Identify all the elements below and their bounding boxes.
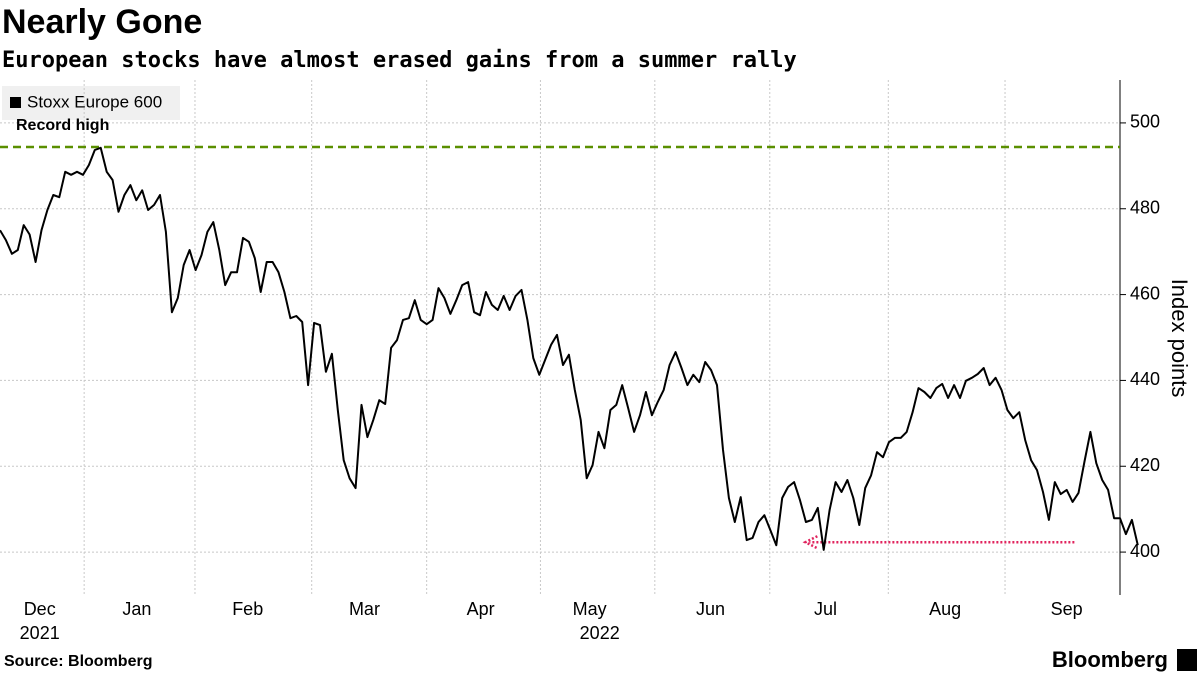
y-tick-label: 400 xyxy=(1130,541,1160,561)
x-tick-label: Mar xyxy=(349,599,380,619)
y-tick-label: 500 xyxy=(1130,112,1160,132)
x-tick-label: Jun xyxy=(696,599,725,619)
brand-icon xyxy=(1177,649,1197,671)
x-tick-label: Apr xyxy=(467,599,495,619)
y-tick-label: 440 xyxy=(1130,369,1160,389)
chart-subtitle: European stocks have almost erased gains… xyxy=(2,48,797,73)
x-year-label: 2022 xyxy=(580,623,620,643)
y-tick-label: 480 xyxy=(1130,198,1160,218)
y-axis-title: Index points xyxy=(1167,279,1192,398)
x-year-label: 2021 xyxy=(20,623,60,643)
x-tick-label: Sep xyxy=(1051,599,1083,619)
x-tick-label: Jan xyxy=(122,599,151,619)
source: Source: Bloomberg xyxy=(4,653,152,670)
legend-label: Stoxx Europe 600 xyxy=(27,92,162,111)
chart-title: Nearly Gone xyxy=(2,3,202,41)
legend-box xyxy=(2,86,180,120)
series-line xyxy=(0,146,1139,551)
arrow-head xyxy=(802,535,818,550)
brand: Bloomberg xyxy=(1052,647,1168,672)
x-tick-label: May xyxy=(573,599,607,619)
x-tick-label: Dec xyxy=(24,599,56,619)
record-high-label: Record high xyxy=(16,117,109,134)
x-tick-label: Feb xyxy=(232,599,263,619)
x-tick-label: Aug xyxy=(929,599,961,619)
y-tick-label: 460 xyxy=(1130,283,1160,303)
legend-swatch xyxy=(10,97,21,108)
x-tick-label: Jul xyxy=(814,599,837,619)
y-tick-label: 420 xyxy=(1130,455,1160,475)
